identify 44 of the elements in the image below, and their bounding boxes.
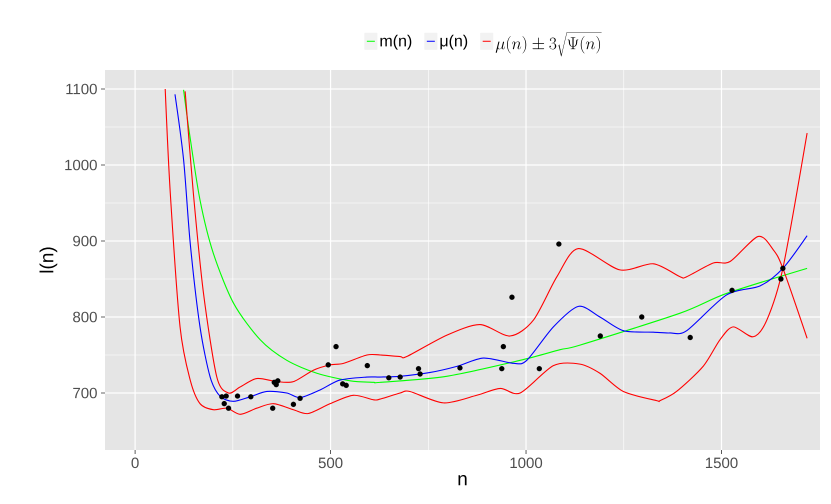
point: [226, 406, 232, 411]
point: [386, 375, 392, 380]
legend-label: μ(n): [440, 34, 468, 50]
y-tick-label: 1100: [66, 84, 97, 94]
point: [598, 333, 603, 339]
point: [222, 400, 227, 406]
x-tick-label: 1000: [510, 458, 542, 468]
y-tick-label: 700: [73, 388, 97, 398]
point: [536, 366, 542, 372]
point: [224, 393, 229, 399]
point: [639, 314, 644, 320]
point: [326, 362, 331, 368]
point: [457, 365, 463, 371]
point: [397, 374, 403, 380]
point: [729, 288, 735, 294]
point: [219, 394, 225, 400]
point: [248, 394, 254, 400]
point: [275, 378, 280, 384]
y-tick-label: 900: [73, 236, 97, 246]
point: [270, 406, 276, 411]
x-axis-title: n: [458, 475, 467, 486]
legend-label: m(n): [380, 34, 412, 50]
point: [344, 382, 349, 388]
point: [509, 294, 515, 300]
point: [416, 366, 422, 372]
x-tick-label: 0: [132, 458, 139, 468]
x-tick-label: 1500: [706, 458, 738, 468]
point: [417, 371, 423, 377]
point: [778, 276, 784, 282]
y-tick-label: 1000: [65, 160, 97, 170]
point: [688, 334, 693, 340]
point: [333, 344, 339, 350]
point: [290, 402, 296, 408]
y-tick-label: 800: [73, 312, 97, 322]
point: [500, 344, 506, 350]
legend-label: $\mu(n)\pm 3\sqrt{\Psi(n)}$: [496, 32, 602, 56]
point: [780, 266, 786, 272]
point: [364, 362, 370, 368]
point: [234, 393, 240, 399]
point: [499, 366, 504, 372]
point: [556, 241, 562, 247]
point: [297, 396, 303, 401]
y-axis-title: l(n): [40, 247, 58, 272]
x-tick-label: 500: [318, 458, 342, 468]
